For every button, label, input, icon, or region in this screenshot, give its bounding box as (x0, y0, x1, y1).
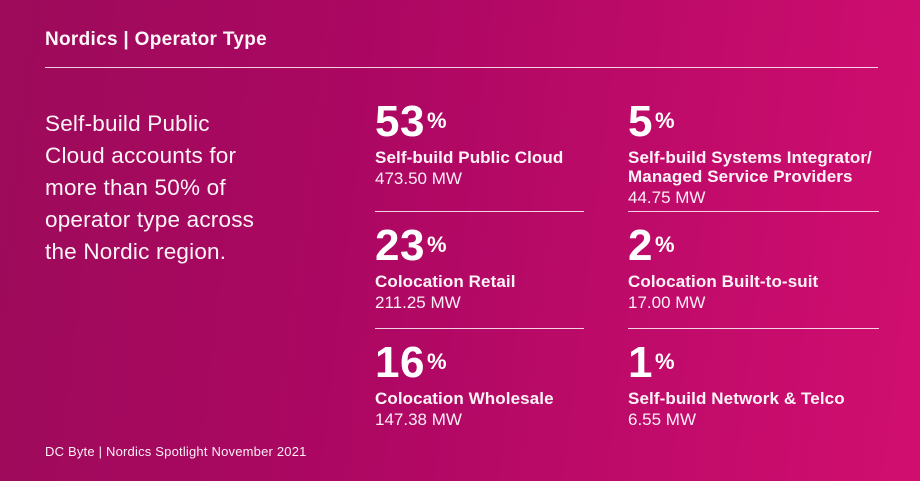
percent-sign: % (426, 349, 447, 374)
percent-value: 5 (628, 97, 653, 146)
stat-self-build-systems-integrator: 5 % Self-build Systems Integrator/ Manag… (628, 95, 879, 212)
stat-colocation-wholesale: 16 % Colocation Wholesale 147.38 MW (375, 329, 584, 446)
key-insight-text: Self-build Public Cloud accounts for mor… (45, 111, 255, 264)
stat-capacity: 211.25 MW (375, 293, 461, 312)
percent-sign: % (654, 108, 675, 133)
stats-column-right: 5 % Self-build Systems Integrator/ Manag… (628, 95, 879, 446)
stat-capacity: 147.38 MW (375, 410, 462, 429)
stat-percentage: 16 % (375, 338, 584, 387)
stat-percentage: 53 % (375, 97, 584, 146)
stat-self-build-public-cloud: 53 % Self-build Public Cloud 473.50 MW (375, 95, 584, 212)
stat-label: Colocation Wholesale (375, 389, 554, 408)
stat-label: Self-build Network & Telco (628, 389, 845, 408)
stat-label: Colocation Built-to-suit (628, 272, 819, 291)
page-title: Nordics | Operator Type (45, 29, 267, 50)
stat-capacity: 44.75 MW (628, 188, 706, 207)
percent-sign: % (426, 108, 447, 133)
stat-percentage: 5 % (628, 97, 879, 146)
stat-capacity: 6.55 MW (628, 410, 697, 429)
percent-value: 2 (628, 221, 653, 270)
percent-value: 53 (375, 97, 425, 146)
stats-column-left: 53 % Self-build Public Cloud 473.50 MW 2… (375, 95, 584, 446)
source-attribution: DC Byte | Nordics Spotlight November 202… (45, 444, 307, 459)
percent-sign: % (654, 349, 675, 374)
stat-colocation-built-to-suit: 2 % Colocation Built-to-suit 17.00 MW (628, 212, 879, 329)
stat-label: Self-build Public Cloud (375, 148, 564, 167)
title-divider-line (45, 67, 878, 68)
stat-colocation-retail: 23 % Colocation Retail 211.25 MW (375, 212, 584, 329)
stat-capacity: 17.00 MW (628, 293, 706, 312)
percent-sign: % (426, 232, 447, 257)
percent-value: 16 (375, 338, 425, 387)
stat-label: Self-build Systems Integrator/ Managed S… (628, 148, 872, 186)
stat-label: Colocation Retail (375, 272, 516, 291)
stat-percentage: 2 % (628, 221, 879, 270)
percent-value: 23 (375, 221, 425, 270)
percent-sign: % (654, 232, 675, 257)
stat-percentage: 23 % (375, 221, 584, 270)
stat-percentage: 1 % (628, 338, 879, 387)
stat-capacity: 473.50 MW (375, 169, 462, 188)
stat-self-build-network-telco: 1 % Self-build Network & Telco 6.55 MW (628, 329, 879, 446)
percent-value: 1 (628, 338, 653, 387)
